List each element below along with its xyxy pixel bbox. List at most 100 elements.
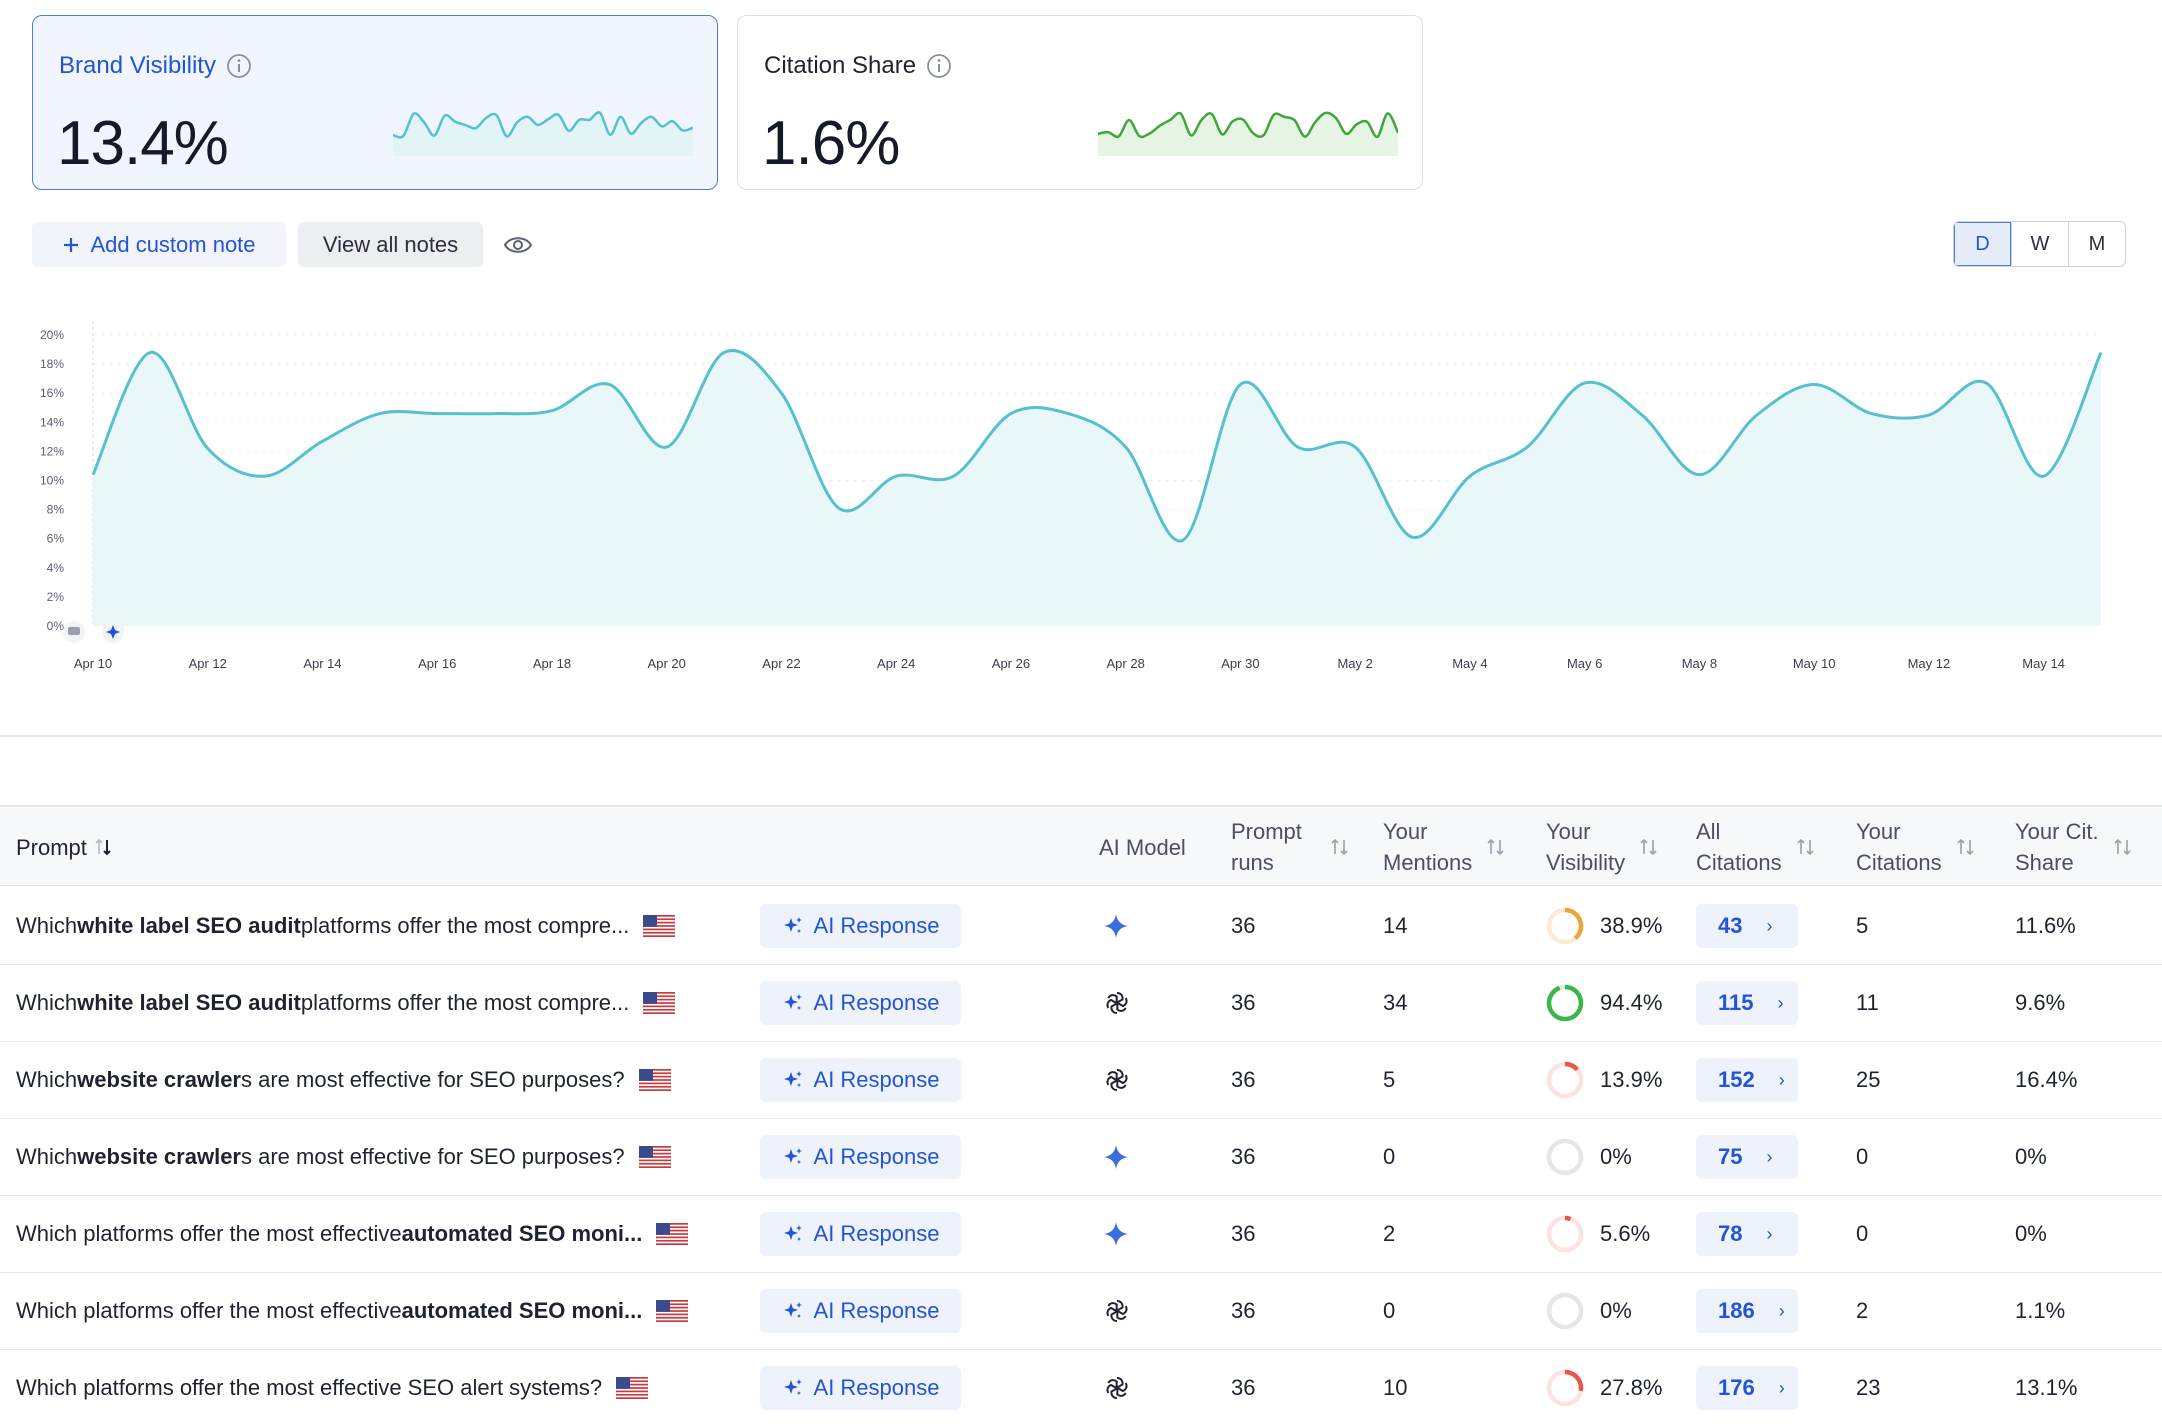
sort-icon[interactable] [2113,836,2133,858]
mentions-cell: 14 [1383,913,1408,938]
header-your-mentions[interactable]: Your Mentions [1383,808,1506,886]
info-icon[interactable] [926,53,952,79]
cit-share-cell: 16.4% [2015,1067,2078,1092]
brand-visibility-card[interactable]: Brand Visibility 13.4% [32,15,718,190]
table-row[interactable]: Which website crawler s are most effectiv… [0,1042,2162,1119]
all-citations-button[interactable]: 75 › [1696,1135,1798,1179]
y-tick-label: 16% [40,386,64,400]
sort-icon[interactable] [1639,836,1659,858]
openai-icon [1106,1300,1128,1322]
prompt-text: Which [16,990,78,1015]
prompt-keyword: white label SEO audit [77,913,301,938]
x-tick-label: Apr 22 [762,656,800,671]
all-citations-button[interactable]: 152 › [1696,1058,1798,1102]
visibility-chart: 0% 2% 4% 6% 8% 10% 12% 14% 16% 18% 20% Apr 10 Apr 12… [40,321,2103,671]
chevron-right-icon: › [1766,1146,1773,1167]
prompt-cell[interactable]: Which white label SEO audit platforms of… [16,888,676,964]
table-row[interactable]: Which website crawler s are most effectiv… [0,1119,2162,1196]
us-flag-icon [643,915,676,937]
header-all-citations[interactable]: All Citations [1696,808,1816,886]
sparkline-area [1098,112,1398,156]
sparkline-area [393,112,693,156]
y-tick-label: 20% [40,328,64,342]
header-your-visibility[interactable]: Your Visibility [1546,808,1659,886]
sparkline-line [393,111,693,139]
prompt-cell[interactable]: Which platforms offer the most effective… [16,1350,649,1426]
ai-response-button[interactable]: AI Response [760,1135,961,1179]
header-cit-share[interactable]: Your Cit. Share [2015,808,2133,886]
view-all-notes-label: View all notes [322,231,459,257]
us-flag-icon [656,1300,689,1322]
prompt-text: Which [16,1144,78,1169]
ai-note-marker-icon[interactable] [102,621,124,643]
sort-icon[interactable] [1330,836,1350,858]
x-tick-label: May 12 [1908,656,1951,671]
all-citations-button[interactable]: 78 › [1696,1212,1798,1256]
header-prompt-runs[interactable]: Prompt runs [1231,808,1350,886]
all-citations-button[interactable]: 115 › [1696,981,1798,1025]
citation-share-card[interactable]: Citation Share 1.6% [737,15,1423,190]
ai-response-button[interactable]: AI Response [760,904,961,948]
us-flag-icon [643,992,676,1014]
table-row[interactable]: Which platforms offer the most effective… [0,1196,2162,1273]
sort-icon[interactable] [1796,836,1816,858]
prompt-cell[interactable]: Which white label SEO audit platforms of… [16,965,676,1041]
eye-icon[interactable] [502,230,534,260]
x-tick-label: May 10 [1793,656,1836,671]
card-title: Brand Visibility [59,52,252,80]
chevron-right-icon: › [1766,915,1773,936]
prompt-keyword: automated SEO moni... [401,1298,643,1323]
view-all-notes-button[interactable]: View all notes [298,222,483,267]
prompt-cell[interactable]: Which platforms offer the most effective… [16,1273,689,1349]
your-citations-cell: 5 [1856,913,1869,938]
prompt-cell[interactable]: Which platforms offer the most effective… [16,1196,689,1272]
sparkle-icon [783,1071,802,1087]
y-tick-label: 10% [40,474,64,488]
ai-model-cell [1103,1273,1131,1349]
granularity-week[interactable]: W [2011,222,2068,266]
prompt-cell[interactable]: Which website crawler s are most effectiv… [16,1119,671,1195]
gemini-icon [1104,1145,1128,1169]
header-your-citations[interactable]: Your Citations [1856,808,1976,886]
granularity-month[interactable]: M [2068,222,2125,266]
header-your-mentions-label: Your Mentions [1383,819,1473,875]
visibility-cell: 0% [1546,1119,1632,1195]
y-tick-label: 14% [40,415,64,429]
visibility-value: 0% [1600,1144,1632,1169]
ai-response-button[interactable]: AI Response [760,1058,961,1102]
table-row[interactable]: Which white label SEO audit platforms of… [0,965,2162,1042]
all-citations-button[interactable]: 176 › [1696,1366,1798,1410]
y-tick-label: 4% [47,561,65,575]
info-icon[interactable] [226,53,252,79]
y-tick-label: 12% [40,444,64,458]
prompt-runs-cell: 36 [1231,1298,1256,1323]
comment-marker-icon[interactable] [63,621,85,643]
granularity-day[interactable]: D [1954,222,2011,266]
ai-response-button[interactable]: AI Response [760,1289,961,1333]
sort-icon[interactable] [1956,836,1976,858]
chevron-right-icon: › [1777,992,1784,1013]
visibility-donut-icon [1546,984,1584,1022]
header-prompt[interactable]: Prompt [16,808,115,886]
x-tick-label: May 8 [1682,656,1717,671]
table-row[interactable]: Which platforms offer the most effective… [0,1350,2162,1426]
ai-response-label: AI Response [813,913,940,938]
prompt-cell[interactable]: Which website crawler s are most effectiv… [16,1042,671,1118]
all-citations-button[interactable]: 186 › [1696,1289,1798,1333]
visibility-donut-icon [1546,1369,1584,1407]
ai-response-button[interactable]: AI Response [760,1212,961,1256]
add-custom-note-button[interactable]: Add custom note [32,222,286,267]
ai-response-button[interactable]: AI Response [760,1366,961,1410]
ai-response-button[interactable]: AI Response [760,981,961,1025]
your-citations-cell: 2 [1856,1298,1869,1323]
mentions-cell: 5 [1383,1067,1396,1092]
table-row[interactable]: Which platforms offer the most effective… [0,1273,2162,1350]
table-row[interactable]: Which white label SEO audit platforms of… [0,888,2162,965]
x-tick-label: May 2 [1337,656,1372,671]
sort-icon[interactable] [1486,836,1506,858]
visibility-cell: 5.6% [1546,1196,1650,1272]
all-citations-button[interactable]: 43 › [1696,904,1798,948]
sort-desc-icon[interactable] [93,836,115,858]
sparkle-icon [783,1148,802,1164]
visibility-donut-icon [1546,1292,1584,1330]
